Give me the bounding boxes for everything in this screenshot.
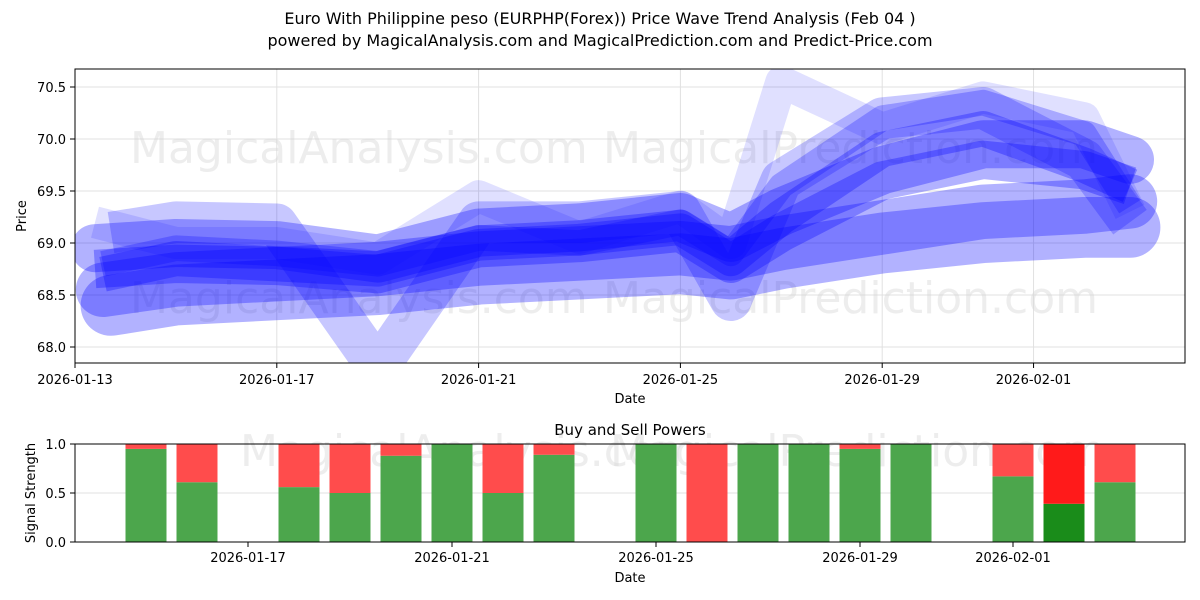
main-y-axis: 68.0 68.5 69.0 69.5 70.0 70.5: [37, 81, 75, 356]
x-tick-label: 2026-01-17: [239, 373, 315, 388]
watermark: MagicalPrediction.com: [603, 273, 1098, 324]
sell-bar: [686, 444, 728, 542]
x-tick-label: 2026-01-29: [844, 373, 920, 388]
sell-bar: [839, 444, 881, 449]
wave-band: [80, 196, 1161, 336]
sub-x-axis: 2026-01-17 2026-01-21 2026-01-25 2026-01-29…: [210, 542, 1051, 566]
sell-bar: [482, 444, 524, 493]
buy-bar: [1094, 482, 1136, 542]
y-tick-label: 69.0: [37, 237, 66, 252]
x-tick-label: 2026-01-25: [643, 373, 719, 388]
main-grid: [74, 69, 1185, 363]
wave-band: [91, 69, 1145, 275]
watermark: MagicalPrediction.com: [603, 123, 1098, 174]
buy-bar: [992, 476, 1034, 542]
buy-bar: [788, 444, 830, 542]
buy-sell-bars: [125, 444, 1136, 542]
x-tick-label: 2026-02-01: [975, 551, 1051, 566]
watermark: MagicalAnalysis.com: [130, 123, 588, 174]
sell-bar: [1043, 444, 1085, 504]
x-tick-label: 2026-01-25: [618, 551, 694, 566]
y-tick-label: 70.5: [37, 81, 66, 96]
wave-band: [99, 111, 1138, 292]
chart-subtitle: powered by MagicalAnalysis.com and Magic…: [267, 31, 933, 50]
buy-bar: [737, 444, 779, 542]
wave-band: [75, 174, 1158, 317]
buy-sell-title: Buy and Sell Powers: [554, 421, 706, 439]
buy-bar: [278, 487, 320, 542]
buy-bar: [125, 448, 167, 542]
wave-band: [93, 140, 1137, 294]
x-tick-label: 2026-01-29: [822, 551, 898, 566]
buy-bar: [839, 448, 881, 542]
sell-bar: [176, 444, 218, 483]
y-tick-label: 68.5: [37, 289, 66, 304]
y-tick-label: 68.0: [37, 341, 66, 356]
wave-bands: [75, 69, 1161, 363]
x-tick-label: 2026-02-01: [996, 373, 1072, 388]
sub-y-axis: 0.0 0.5 1.0: [45, 438, 75, 551]
x-tick-label: 2026-01-21: [441, 373, 517, 388]
buy-bar: [380, 455, 422, 542]
y-tick-label: 0.5: [45, 487, 66, 502]
wave-band: [75, 120, 1154, 283]
buy-bar: [176, 482, 218, 542]
buy-bar: [1043, 503, 1085, 542]
sell-bar: [278, 444, 320, 488]
y-tick-label: 1.0: [45, 438, 66, 453]
sell-bar: [533, 444, 575, 455]
y-tick-label: 70.0: [37, 133, 66, 148]
sell-bar: [1094, 444, 1136, 483]
main-x-axis: 2026-01-13 2026-01-17 2026-01-21 2026-01-25…: [37, 363, 1071, 388]
chart-title: Euro With Philippine peso (EURPHP(Forex)…: [284, 9, 916, 28]
main-watermarks: MagicalAnalysis.com MagicalPrediction.com…: [130, 123, 1098, 324]
main-x-label: Date: [614, 392, 645, 407]
wave-band: [100, 89, 1141, 277]
wave-band: [107, 87, 1147, 363]
x-tick-label: 2026-01-17: [210, 551, 286, 566]
buy-bar: [533, 454, 575, 542]
x-tick-label: 2026-01-21: [414, 551, 490, 566]
sell-bar: [380, 444, 422, 456]
y-tick-label: 0.0: [45, 536, 66, 551]
x-tick-label: 2026-01-13: [37, 373, 113, 388]
buy-bar: [890, 444, 932, 542]
sell-bar: [329, 444, 371, 493]
main-y-label: Price: [15, 200, 30, 232]
buy-bar: [329, 493, 371, 542]
buy-bar: [431, 444, 473, 542]
buy-bar: [635, 444, 677, 542]
y-tick-label: 69.5: [37, 185, 66, 200]
sell-bar: [125, 444, 167, 449]
sub-y-label: Signal Strength: [24, 443, 39, 543]
sub-x-label: Date: [614, 571, 645, 586]
sell-bar: [992, 444, 1034, 477]
buy-bar: [482, 493, 524, 542]
watermark: MagicalAnalysis.com: [130, 273, 588, 324]
main-plot-frame: [74, 68, 1186, 364]
